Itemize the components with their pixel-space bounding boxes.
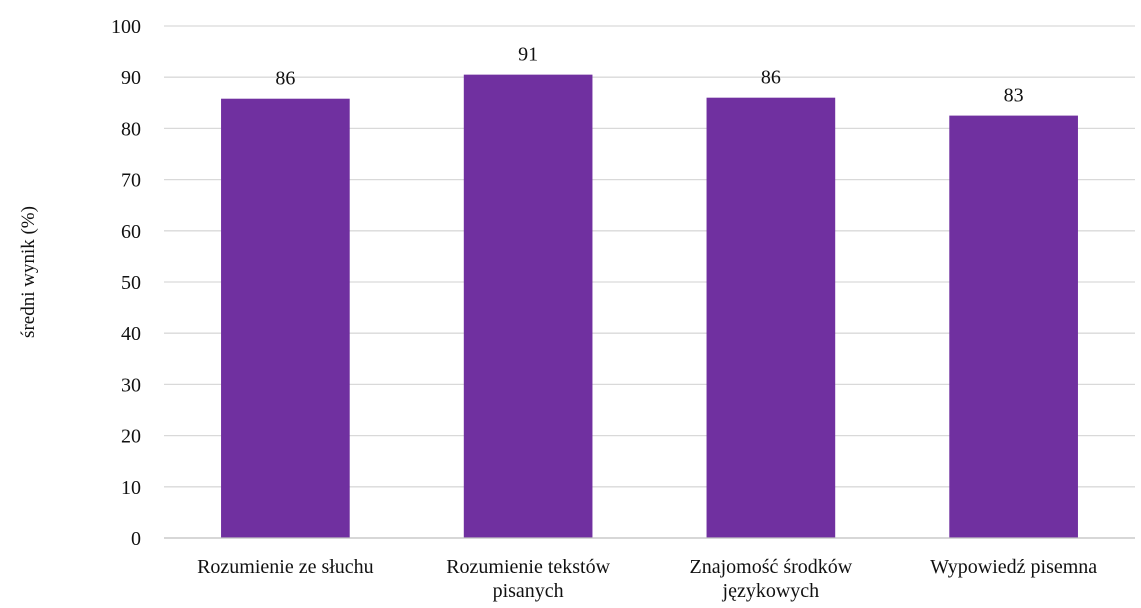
bar [463,74,593,538]
x-category-label: Znajomość środków [689,556,852,578]
y-tick-label: 10 [121,477,141,499]
y-tick-label: 80 [121,118,141,140]
y-tick-label: 60 [121,221,141,243]
data-label: 86 [275,68,295,90]
y-axis-ticks: 0 10 20 30 40 50 60 70 80 90 100 [111,16,141,550]
x-category-label: językowych [722,580,820,602]
y-tick-label: 40 [121,323,141,345]
bar [221,98,350,538]
y-tick-label: 0 [131,528,141,550]
y-tick-label: 30 [121,374,141,396]
data-labels: 86 91 86 83 [275,44,1023,107]
data-label: 86 [761,67,781,89]
y-tick-label: 90 [121,67,141,89]
bar [949,115,1078,538]
x-axis-categories: Rozumienie ze słuchu Rozumienie tekstówpi… [197,556,1097,602]
x-category-label: Rozumienie tekstów [446,556,610,578]
bar [706,97,836,539]
y-tick-label: 70 [121,170,141,192]
y-tick-label: 100 [111,16,141,38]
x-category-label: Rozumienie ze słuchu [197,556,374,578]
y-tick-label: 50 [121,272,141,294]
data-label: 91 [518,44,538,66]
bars [221,74,1078,539]
y-axis-title: średni wynik (%) [18,206,39,338]
x-category-label: pisanych [493,580,564,602]
data-label: 83 [1004,85,1024,107]
y-tick-label: 20 [121,426,141,448]
x-category-label: Wypowiedź pisemna [930,556,1097,578]
